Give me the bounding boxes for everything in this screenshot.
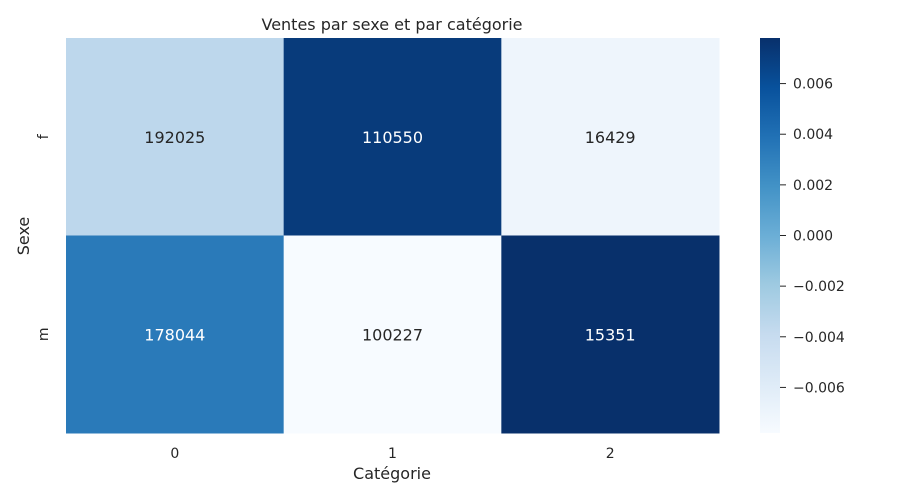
colorbar-tick-label: −0.004 [793,330,845,346]
heatmap-cell [501,235,720,434]
heatmap-cell [283,38,502,236]
x-tick-label: 2 [606,446,615,462]
x-tick-label: 1 [388,446,397,462]
colorbar-tick-label: 0.000 [793,229,833,245]
cell-value-label: 16429 [585,128,636,147]
cell-value-label: 110550 [362,128,423,147]
heatmap-cell [501,38,720,236]
chart-title: Ventes par sexe et par catégorie [261,15,522,34]
cell-value-label: 15351 [585,325,636,344]
colorbar-tick-label: −0.002 [793,279,845,295]
colorbar [760,38,780,433]
x-axis-ticks: 0 1 2 [170,446,614,462]
heatmap-cell [66,235,285,434]
heatmap-cell [283,235,502,434]
x-axis-label: Catégorie [353,464,431,483]
heatmap-cells: 192025 110550 16429 178044 100227 15351 [66,38,720,434]
colorbar-tick-label: 0.004 [793,127,833,143]
cell-value-label: 192025 [144,128,205,147]
cell-value-label: 178044 [144,325,205,344]
heatmap-cell [66,38,285,236]
colorbar-tick-label: 0.002 [793,178,833,194]
cell-value-label: 100227 [362,325,423,344]
y-tick-label: m [36,327,52,341]
y-tick-label: f [36,133,52,139]
colorbar-tick-label: −0.006 [793,380,845,396]
y-axis-ticks: fm [36,133,52,341]
x-tick-label: 0 [170,446,179,462]
colorbar-ticks: 0.006 0.004 0.002 0.000 −0.002 −0.004 −0.006 [780,77,845,396]
y-axis-label: Sexe [14,217,33,256]
colorbar-tick-label: 0.006 [793,77,833,93]
